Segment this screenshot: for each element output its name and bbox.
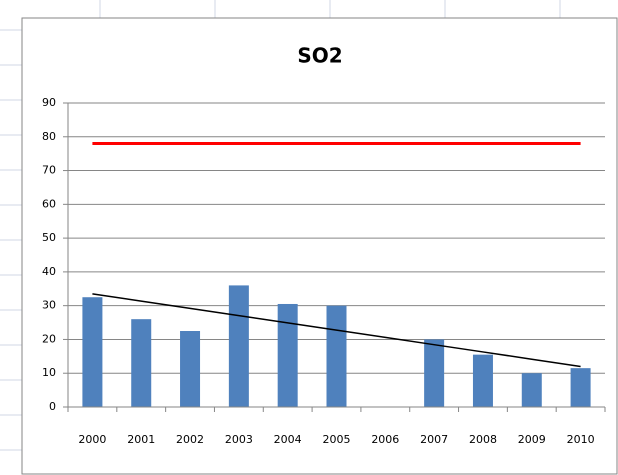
bar [472, 354, 493, 407]
y-tick-label: 10 [42, 366, 56, 379]
line [92, 293, 581, 368]
x-tick-label: 2001 [127, 433, 155, 446]
y-tick-label: 0 [49, 400, 56, 413]
bar [228, 285, 249, 407]
x-tick-label: 2005 [323, 433, 351, 446]
y-tick-label: 90 [42, 96, 56, 109]
bar [570, 368, 591, 407]
sheet-background [0, 0, 561, 451]
bar [82, 297, 103, 407]
y-tick-label: 50 [42, 231, 56, 244]
x-tick-label: 2010 [567, 433, 595, 446]
y-tick-label: 20 [42, 332, 56, 345]
bar [521, 373, 542, 407]
bar [131, 319, 152, 407]
x-tick-label: 2007 [420, 433, 448, 446]
chart-title: SO2 [297, 44, 342, 68]
x-tick-label: 2000 [78, 433, 106, 446]
bar [424, 339, 445, 407]
x-tick-label: 2009 [518, 433, 546, 446]
y-tick-label: 60 [42, 197, 56, 210]
bar [180, 331, 201, 407]
bar [326, 305, 347, 407]
y-tick-label: 70 [42, 164, 56, 177]
y-tick-label: 30 [42, 299, 56, 312]
bar [277, 303, 298, 407]
x-tick-label: 2003 [225, 433, 253, 446]
x-tick-label: 2006 [371, 433, 399, 446]
chart-area [21, 17, 618, 475]
y-tick-label: 40 [42, 265, 56, 278]
x-tick-label: 2008 [469, 433, 497, 446]
x-tick-label: 2004 [274, 433, 302, 446]
x-tick-label: 2002 [176, 433, 204, 446]
y-tick-label: 80 [42, 130, 56, 143]
